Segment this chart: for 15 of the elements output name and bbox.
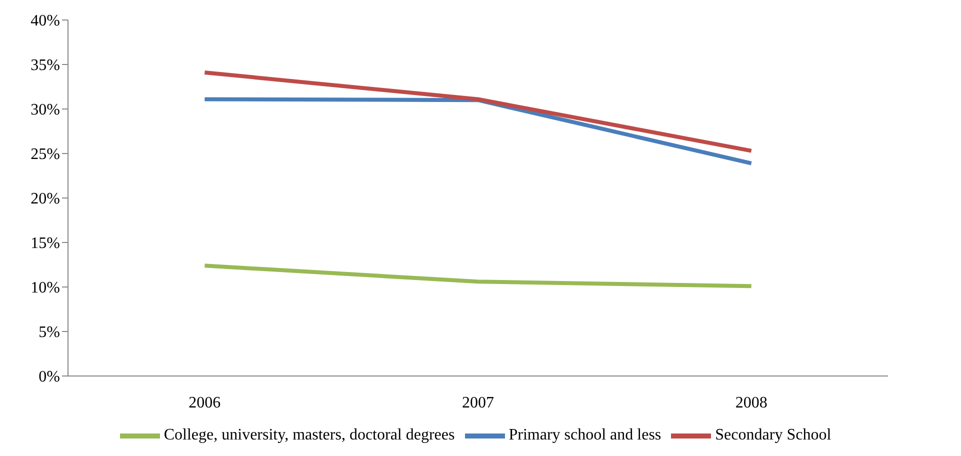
x-tick-label: 2007 [462, 394, 494, 412]
legend-label: College, university, masters, doctoral degrees [164, 426, 455, 444]
legend-label: Secondary School [715, 426, 832, 444]
x-tick-label: 2008 [735, 394, 768, 412]
x-tick-label: 2006 [188, 394, 221, 412]
y-tick-label: 35% [30, 57, 60, 74]
y-tick-label: 25% [30, 146, 60, 164]
legend-label: Primary school and less [508, 426, 662, 444]
y-tick-label: 15% [30, 235, 60, 252]
y-tick-label: 10% [30, 280, 60, 297]
y-tick-label: 40% [30, 12, 60, 30]
y-tick-label: 5% [38, 324, 60, 342]
y-tick-label: 20% [30, 190, 60, 208]
y-tick-label: 0% [38, 368, 60, 386]
y-tick-label: 30% [30, 102, 60, 119]
